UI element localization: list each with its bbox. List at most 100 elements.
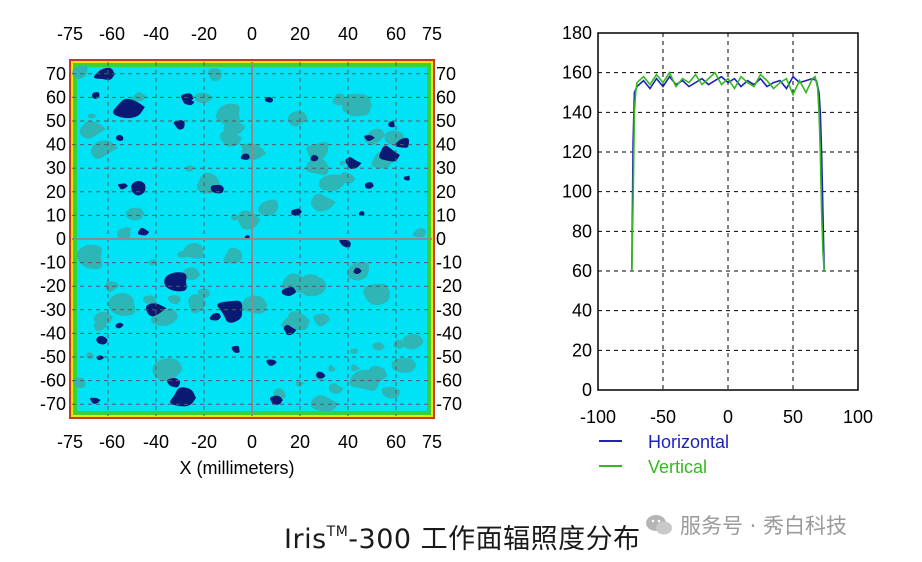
irradiance-blob bbox=[363, 283, 391, 305]
profile-y-tick-label: 120 bbox=[562, 142, 592, 162]
irradiance-blob bbox=[90, 397, 101, 404]
irradiance-blob bbox=[270, 395, 283, 405]
irradiance-blob bbox=[288, 311, 301, 319]
irradiance-blob bbox=[391, 357, 417, 373]
irradiance-blob bbox=[299, 274, 325, 297]
map-y-tick-label: 70 bbox=[46, 64, 66, 84]
irradiance-blob bbox=[241, 295, 268, 314]
profile-y-tick-label: 160 bbox=[562, 63, 592, 83]
irradiance-blob bbox=[403, 175, 410, 181]
irradiance-blob bbox=[310, 395, 339, 412]
irradiance-blob bbox=[113, 98, 145, 119]
profile-y-ticks: 180 160 140 120 100 80 60 40 20 0 bbox=[562, 23, 592, 400]
map-grid bbox=[72, 62, 432, 416]
map-x-tick-label: -60 bbox=[99, 24, 125, 44]
irradiance-blob bbox=[313, 313, 330, 327]
map-x-tick-label: 20 bbox=[290, 432, 310, 452]
irradiance-blob bbox=[332, 93, 345, 106]
map-y-tick-label: 30 bbox=[436, 158, 456, 178]
profile-x-tick-label: 100 bbox=[843, 407, 873, 427]
irradiance-blob bbox=[258, 199, 279, 217]
irradiance-blob bbox=[283, 324, 297, 336]
profile-y-tick-label: 20 bbox=[572, 340, 592, 360]
map-y-tick-label: -20 bbox=[436, 276, 462, 296]
profile-y-tick-label: 180 bbox=[562, 23, 592, 43]
map-y-tick-label: -50 bbox=[40, 347, 66, 367]
map-y-tick-label: 40 bbox=[46, 135, 66, 155]
irradiance-blob bbox=[328, 364, 336, 372]
profile-y-tick-label: 100 bbox=[562, 182, 592, 202]
irradiance-blob bbox=[311, 193, 336, 212]
irradiance-blob bbox=[240, 153, 250, 160]
irradiance-blob bbox=[364, 182, 374, 189]
map-y-ticks-left: 70 60 50 40 30 20 10 0 -10 -20 -30 -40 -50 -60 -70 bbox=[40, 64, 66, 414]
map-y-ticks-right: 70 60 50 40 30 20 10 0 -10 -20 -30 -40 -50 -60 -70 bbox=[436, 64, 462, 414]
map-y-tick-label: -40 bbox=[40, 323, 66, 343]
irradiance-blob bbox=[223, 247, 243, 264]
map-y-tick-label: -20 bbox=[40, 276, 66, 296]
irradiance-map bbox=[69, 59, 435, 419]
map-y-tick-label: 50 bbox=[436, 111, 456, 131]
irradiance-blob bbox=[412, 227, 427, 238]
wechat-icon bbox=[646, 515, 672, 535]
irradiance-blob bbox=[231, 345, 240, 353]
map-y-tick-label: 40 bbox=[436, 135, 456, 155]
map-y-tick-label: 50 bbox=[46, 111, 66, 131]
irradiance-blob bbox=[209, 312, 221, 321]
profile-y-tick-label: 0 bbox=[582, 380, 592, 400]
irradiance-blob bbox=[217, 300, 243, 323]
irradiance-blob bbox=[402, 334, 424, 350]
irradiance-blob bbox=[197, 288, 210, 298]
irradiance-blob bbox=[388, 121, 395, 128]
irradiance-blob bbox=[310, 155, 319, 162]
irradiance-blob bbox=[167, 295, 181, 305]
map-y-tick-label: -30 bbox=[40, 300, 66, 320]
irradiance-blob bbox=[381, 386, 401, 399]
profile-y-tick-label: 40 bbox=[572, 301, 592, 321]
watermark: 服务号 · 秀白科技 bbox=[644, 510, 847, 540]
irradiance-blob bbox=[210, 184, 224, 194]
irradiance-blob bbox=[185, 165, 194, 172]
legend-label-horizontal: Horizontal bbox=[648, 432, 729, 452]
irradiance-blob bbox=[264, 97, 274, 103]
irradiance-blob bbox=[116, 134, 124, 141]
figure-caption: IrisTM-300 工作面辐照度分布 bbox=[284, 517, 641, 556]
irradiance-blob bbox=[177, 250, 191, 258]
map-y-tick-label: 70 bbox=[436, 64, 456, 84]
irradiance-blob bbox=[364, 135, 375, 142]
map-y-tick-label: -40 bbox=[436, 323, 462, 343]
profile-x-tick-label: -50 bbox=[650, 407, 676, 427]
map-y-tick-label: 20 bbox=[46, 182, 66, 202]
irradiance-blob bbox=[115, 322, 124, 329]
map-y-tick-label: -10 bbox=[436, 253, 462, 273]
irradiance-blob bbox=[173, 120, 185, 130]
caption-trademark: TM bbox=[326, 524, 349, 540]
irradiance-blob bbox=[372, 342, 385, 351]
irradiance-blob bbox=[145, 303, 167, 317]
irradiance-blob bbox=[364, 365, 388, 384]
irradiance-blob bbox=[339, 160, 346, 166]
map-y-tick-label: -60 bbox=[40, 371, 66, 391]
irradiance-blob bbox=[342, 93, 372, 116]
irradiance-blob bbox=[143, 295, 156, 305]
irradiance-blob bbox=[395, 137, 409, 148]
irradiance-blob bbox=[182, 267, 201, 281]
map-x-tick-label: -60 bbox=[99, 432, 125, 452]
map-y-tick-label: -60 bbox=[436, 371, 462, 391]
watermark-text: 服务号 · 秀白科技 bbox=[680, 514, 848, 538]
irradiance-blob bbox=[196, 182, 209, 190]
map-blobs bbox=[72, 65, 427, 412]
irradiance-blob bbox=[208, 68, 222, 82]
map-x-tick-label: 0 bbox=[247, 24, 257, 44]
irradiance-blob bbox=[131, 180, 146, 196]
irradiance-blob bbox=[306, 157, 329, 175]
profile-x-tick-label: 50 bbox=[783, 407, 803, 427]
map-x-tick-label: -20 bbox=[191, 432, 217, 452]
irradiance-blob bbox=[216, 103, 240, 126]
caption-suffix: -300 工作面辐照度分布 bbox=[348, 524, 641, 555]
map-y-tick-label: 10 bbox=[436, 205, 456, 225]
map-x-tick-label: -75 bbox=[57, 24, 83, 44]
map-x-tick-label: 20 bbox=[290, 24, 310, 44]
map-x-tick-label: -40 bbox=[143, 24, 169, 44]
irradiance-blob bbox=[291, 208, 302, 216]
